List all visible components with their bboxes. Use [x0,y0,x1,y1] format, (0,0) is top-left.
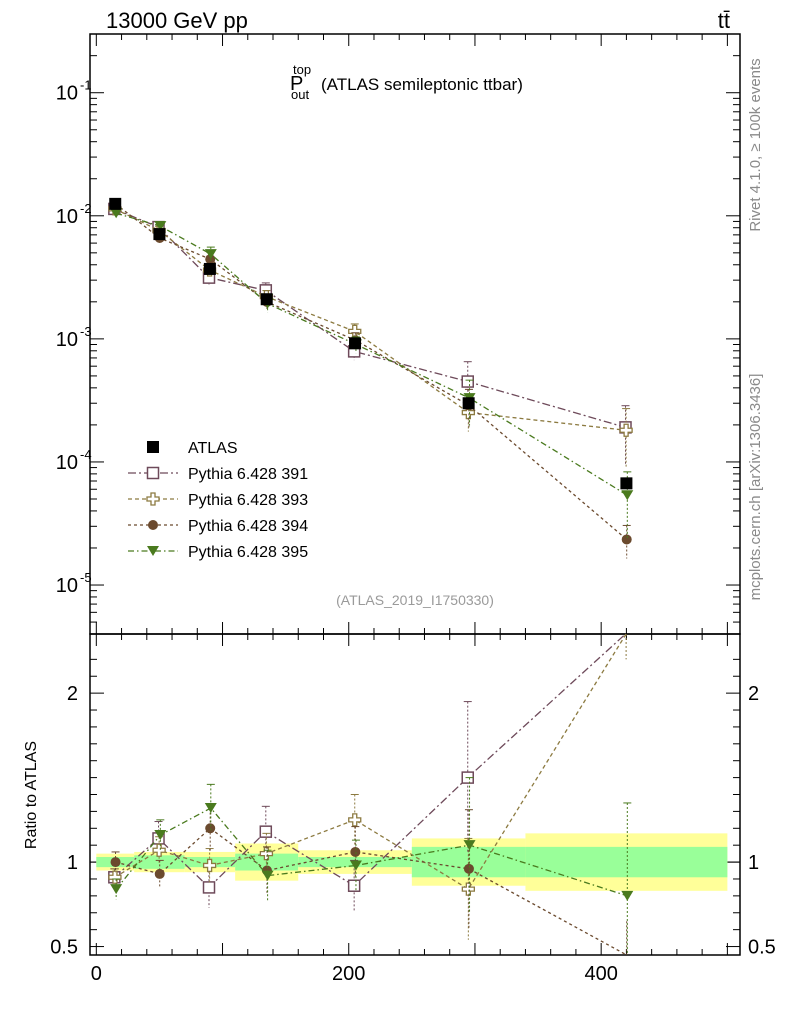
legend-marker-series-0 [146,466,160,480]
main-point-atlas [203,262,216,275]
ratio-point-series-2 [110,857,121,868]
legend-label-393: Pythia 6.428 393 [188,492,308,509]
ratio-y-tick-label: 1 [67,852,78,874]
main-point-atlas [462,397,475,410]
main-plot-frame: 10-110-210-310-410-5 [56,33,741,635]
y-tick-label: 10 [56,206,78,228]
x-tick-label: 400 [584,963,617,985]
header-left-title: 13000 GeV pp [106,8,248,33]
legend-marker-series-3 [147,546,159,556]
ratio-y-axis-label: Ratio to ATLAS [23,741,40,849]
ratio-point-series-2 [205,823,216,834]
main-point-series-0 [461,375,474,388]
side-label-rivet: Rivet 4.1.0, ≥ 100k events [747,58,764,231]
ratio-point-series-3 [204,803,217,814]
y-tick-label: 10 [56,329,78,351]
ratio-y-tick-label: 2 [67,683,78,705]
line-series-1 [114,208,627,431]
plot-title: P [290,73,303,95]
legend-label-394: Pythia 6.428 394 [188,518,308,535]
x-tick-label: 200 [332,963,365,985]
y-tick-label: 10 [56,83,78,105]
main-point-series-2 [621,534,632,545]
legend: ATLAS Pythia 6.428 391 Pythia 6.428 393 … [128,440,308,561]
main-point-atlas [153,228,166,241]
ratio-point-series-2 [463,863,474,874]
title-text: (ATLAS semileptonic ttbar) [321,75,523,94]
ratio-point-series-3 [154,830,167,841]
ratio-point-series-3 [621,890,634,901]
ratio-band-stat-6 [525,846,728,878]
x-tick-label: 0 [91,963,102,985]
legend-label-391: Pythia 6.428 391 [188,466,308,483]
title-symbol: P [290,73,303,95]
y-tick-label-exponent: -3 [80,324,92,339]
y-tick-label: 10 [56,575,78,597]
main-point-series-3 [621,490,634,501]
ratio-point-series-3 [110,884,123,895]
y-tick-label: 10 [56,452,78,474]
ratio-point-series-0 [202,881,216,894]
ratio-point-series-3 [463,840,476,851]
legend-marker-series-1 [146,492,160,506]
ratio-point-series-3 [349,860,362,871]
legend-marker-series-2 [148,520,158,530]
title-subscript: out [291,87,309,102]
main-point-series-3 [154,221,167,232]
ratio-y-tick-label-right: 1 [748,852,759,874]
analysis-id: (ATLAS_2019_I1750330) [336,592,494,608]
side-label-mcplots: mcplots.cern.ch [arXiv:1306.3436] [747,374,764,601]
ratio-y-tick-label-right: 2 [748,683,759,705]
main-point-series-3 [110,208,123,219]
main-point-series-2 [205,254,216,265]
ratio-point-series-2 [154,868,165,879]
line-series-2 [115,203,628,540]
ratio-point-series-2 [350,846,361,857]
y-tick-label-exponent: -5 [80,570,92,585]
main-point-series-3 [204,249,217,260]
ratio-point-series-1 [152,843,166,857]
y-tick-label-exponent: -1 [80,78,92,93]
ratio-y-tick-label: 0.5 [50,937,78,959]
main-point-series-1 [461,405,475,420]
ratio-y-tick-label-right: 0.5 [748,937,776,959]
ratio-plot-frame: 0 200 400 2 2 1 1 0.5 0.5 [50,633,776,985]
ratio-point-series-0 [347,879,361,892]
ratio-point-series-1 [461,882,475,896]
ratio-point-series-1 [108,870,122,884]
main-point-series-1 [619,423,633,437]
y-tick-label-exponent: -2 [80,201,92,216]
legend-label-395: Pythia 6.428 395 [188,544,308,561]
ratio-point-series-1 [259,846,274,861]
y-tick-label-exponent: -4 [80,447,92,462]
main-point-atlas [349,337,362,350]
legend-marker-atlas [147,441,159,453]
main-point-atlas [620,477,633,490]
legend-label-atlas: ATLAS [188,440,238,457]
ratio-point-series-1 [348,813,362,827]
ratio-point-series-3 [261,870,274,881]
line-series-0 [114,208,626,428]
main-point-atlas [260,293,273,306]
title-superscript: top [293,62,311,77]
main-point-atlas [109,197,122,210]
header-right-title: tt̄ [718,8,730,33]
ratio-point-series-1 [202,858,217,873]
ratio-point-series-0 [259,825,273,838]
ratio-frame-rect [89,633,741,956]
